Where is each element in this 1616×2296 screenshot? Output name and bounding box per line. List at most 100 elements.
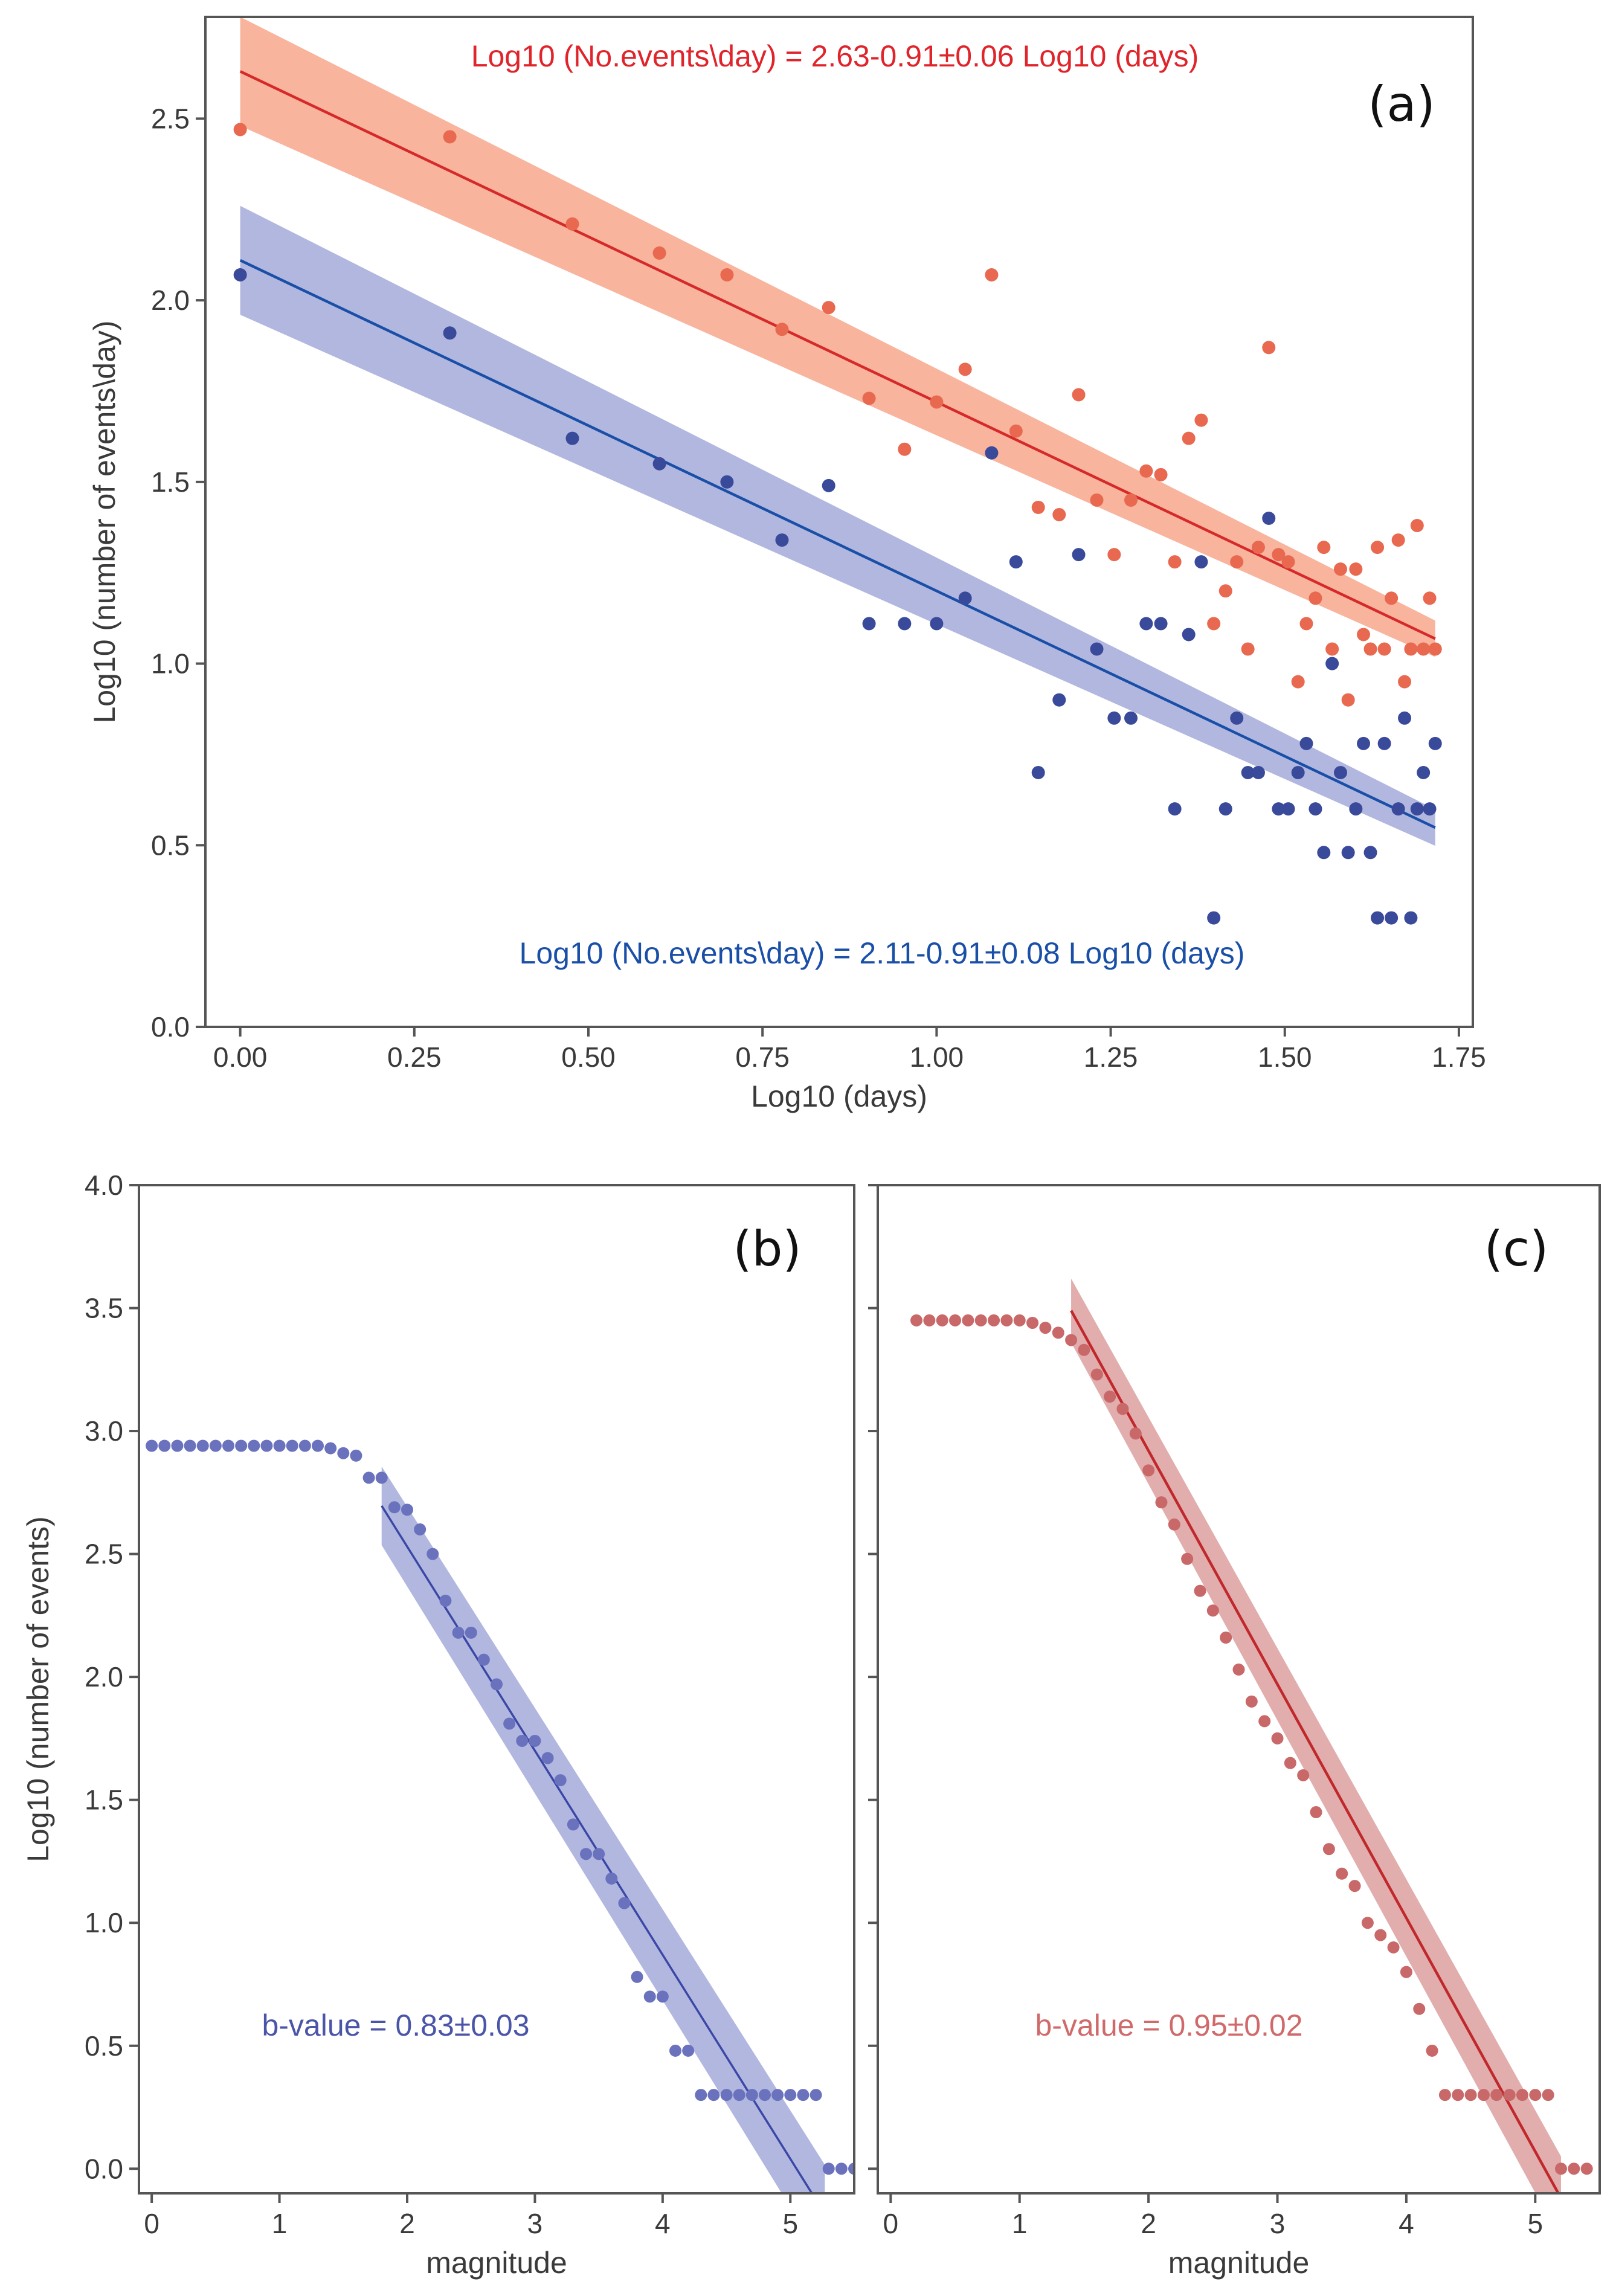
data-point [1155,1496,1168,1509]
data-point [1325,657,1339,670]
data-point [1078,1343,1090,1356]
data-point [1194,413,1208,427]
data-point [930,617,944,631]
panel-label: (c) [1484,1221,1548,1277]
data-point [822,301,835,315]
data-point [565,431,579,445]
data-point [618,1897,631,1909]
data-point [184,1439,196,1452]
data-point [1299,617,1313,631]
data-point [1398,711,1412,725]
data-point [848,2163,854,2175]
data-point [1426,2044,1438,2057]
confidence-band [381,1466,825,2193]
data-point [974,1314,987,1326]
data-point [491,1678,503,1691]
data-point [1090,1368,1103,1381]
data-point [720,475,734,489]
regression-equation: Log10 (No.events\day) = 2.63-0.91±0.06 L… [471,39,1199,73]
data-point [1207,911,1221,925]
data-point [1336,1867,1348,1880]
data-point [1072,548,1086,562]
data-point [1363,846,1377,860]
data-point [1000,1314,1013,1326]
data-point [835,2163,848,2175]
data-point [1464,2089,1477,2101]
data-point [1309,591,1322,605]
data-point [1251,541,1265,555]
data-point [1107,548,1121,562]
data-point [862,617,876,631]
data-point [822,2163,835,2175]
plot-frame [138,1184,855,2195]
data-point [1281,802,1295,816]
data-point [1341,693,1355,707]
data-point [1387,1941,1400,1954]
data-point [312,1439,324,1452]
y-tick-label: 1.0 [151,648,190,680]
panel-b-chart: 0 1 2 3 4 5 0.0 0.5 1.0 1.5 2.0 2.5 3.0 3.5 4.0 magnitu… [21,1169,855,2280]
data-point [298,1439,311,1452]
data-point [1542,2089,1554,2101]
data-point [631,1970,643,1983]
x-axis-title: Log10 (days) [751,1079,927,1113]
x-tick-label: 5 [782,2208,798,2239]
data-point [1218,802,1232,816]
data-point [1374,1929,1387,1941]
data-point [1423,802,1437,816]
data-point [1516,2089,1528,2101]
data-point [1377,642,1391,656]
data-point [656,1990,669,2003]
confidence-band [240,205,1435,846]
data-point [1090,642,1104,656]
data-point [898,617,912,631]
data-point [1154,468,1168,481]
data-point [949,1314,962,1326]
data-point [1400,1966,1412,1978]
data-point [1490,2089,1503,2101]
data-point [593,1848,605,1860]
data-point [720,268,734,282]
data-point [1568,2163,1580,2175]
data-point [1009,555,1023,569]
data-point [898,442,912,456]
data-point [1262,511,1276,525]
y-tick-label: 1.0 [85,1907,123,1938]
x-tick-label: 1.50 [1258,1041,1312,1073]
panel-a-chart: 0.00 0.25 0.50 0.75 1.00 1.25 1.50 1.75 0.0 0.5 1.… [88,16,1486,1113]
data-point [1194,1584,1206,1597]
data-point [1410,802,1424,816]
data-point [923,1314,936,1326]
y-tick-label: 3.0 [85,1415,123,1447]
x-tick-label: 0 [144,2208,159,2239]
data-point [1182,628,1196,642]
data-point [652,246,666,260]
data-point [439,1594,452,1607]
data-point [1284,1757,1296,1769]
data-point [1245,1695,1258,1708]
data-point [171,1439,184,1452]
data-point [1398,675,1412,689]
data-point [146,1439,158,1452]
data-point [1271,1732,1284,1745]
x-axis-title: magnitude [1168,2246,1310,2280]
data-point [1139,617,1153,631]
data-point [1090,493,1104,507]
y-tick-label: 0.0 [85,2153,123,2184]
data-point [733,2089,745,2101]
data-point [1052,507,1066,521]
data-point [1291,675,1305,689]
data-point [443,326,457,340]
panel-c-chart: 0 1 2 3 4 5 magnitude (c) b-value = 0.95±0.02 [868,1184,1601,2280]
data-point [958,362,972,376]
data-point [1317,541,1331,555]
data-point [1333,562,1347,576]
x-tick-label: 0 [883,2208,899,2239]
data-point [1207,617,1221,631]
data-point [810,2089,822,2101]
x-tick-label: 2 [1141,2208,1156,2239]
plot-frame [204,16,1474,1028]
x-tick-label: 1.75 [1432,1041,1486,1073]
data-point [958,591,972,605]
data-point [962,1314,974,1326]
